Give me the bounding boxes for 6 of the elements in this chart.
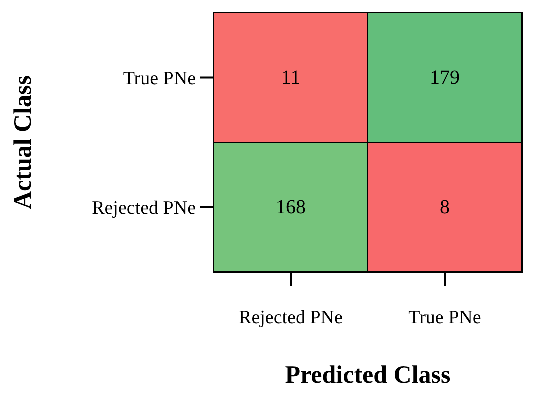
data-label: 11 [281,66,301,89]
data-label: 179 [430,66,460,89]
data-label: 168 [276,196,306,218]
x-axis-title: Predicted Class [285,362,452,389]
y-axis-title: Actual Class [10,75,37,210]
data-label: 8 [440,196,450,218]
